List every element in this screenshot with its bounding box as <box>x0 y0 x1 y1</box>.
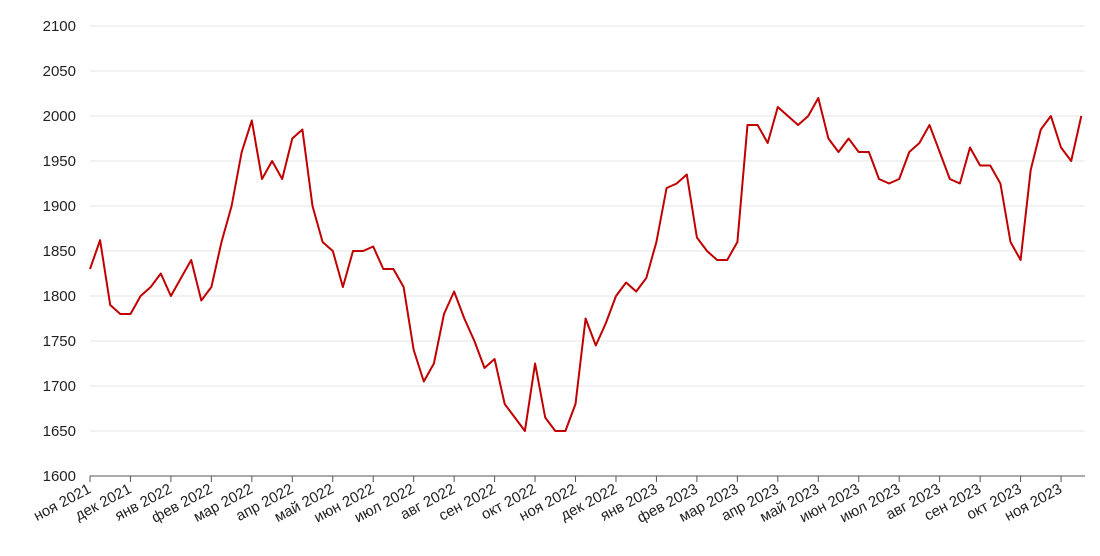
y-tick-label: 1800 <box>43 288 76 305</box>
y-tick-label: 2100 <box>43 18 76 35</box>
y-tick-label: 1750 <box>43 333 76 350</box>
y-tick-label: 2000 <box>43 108 76 125</box>
y-tick-label: 1650 <box>43 423 76 440</box>
price-line <box>89 97 1083 432</box>
y-tick-label: 1700 <box>43 378 76 395</box>
y-tick-label: 1600 <box>43 468 76 485</box>
y-tick-label: 1850 <box>43 243 76 260</box>
y-tick-label: 1900 <box>43 198 76 215</box>
y-tick-label: 2050 <box>43 63 76 80</box>
y-tick-label: 1950 <box>43 153 76 170</box>
